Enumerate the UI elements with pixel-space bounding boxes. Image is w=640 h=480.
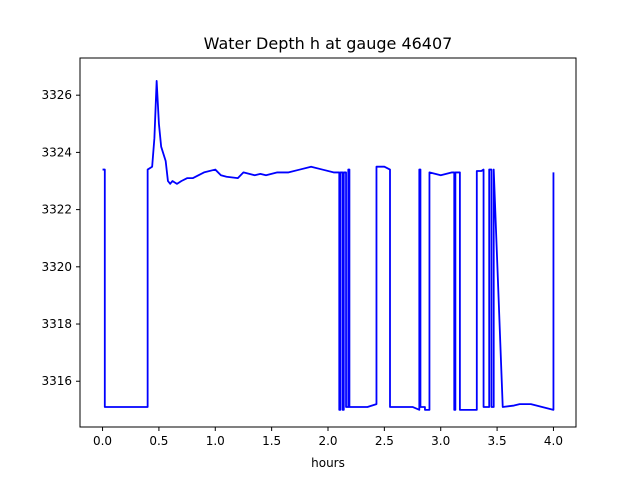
y-tick-label: 3320 (41, 260, 72, 274)
y-tick-label: 3318 (41, 317, 72, 331)
plot-area (102, 79, 555, 411)
x-tick-label: 3.5 (488, 434, 507, 448)
x-tick-label: 0.0 (93, 434, 112, 448)
x-tick-label: 4.0 (544, 434, 563, 448)
axes-frame (79, 57, 577, 428)
x-tick-label: 2.0 (318, 434, 337, 448)
y-tick-label: 3326 (41, 88, 72, 102)
y-tick-label: 3316 (41, 374, 72, 388)
y-tick-label: 3322 (41, 203, 72, 217)
x-axis-ticks: 0.0 0.5 1.0 1.5 2.0 2.5 3.0 3.5 4.0 (93, 427, 563, 448)
x-tick-label: 3.0 (431, 434, 450, 448)
y-tick-label: 3324 (41, 145, 72, 159)
x-tick-label: 1.5 (262, 434, 281, 448)
x-tick-label: 0.5 (149, 434, 168, 448)
chart-title: Water Depth h at gauge 46407 (204, 34, 453, 53)
y-axis-ticks: 3316 3318 3320 3322 3324 3326 (41, 88, 80, 388)
series-line-1 (102, 79, 555, 411)
x-tick-label: 1.0 (206, 434, 225, 448)
x-tick-label: 2.5 (375, 434, 394, 448)
x-axis-label: hours (311, 456, 345, 470)
